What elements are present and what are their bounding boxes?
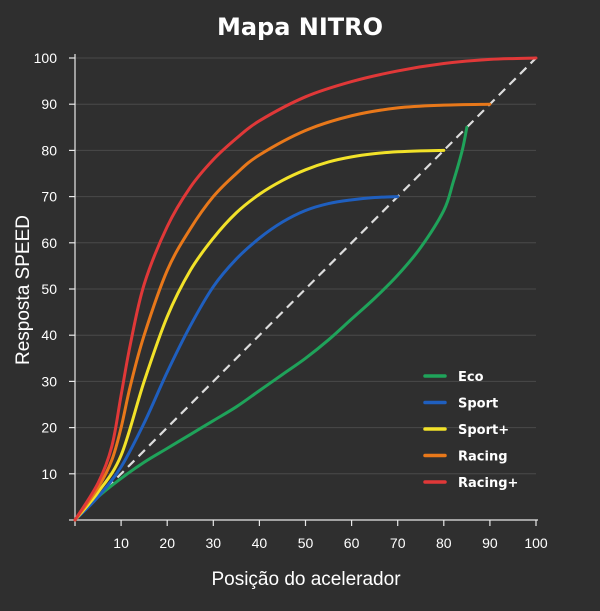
y-tick-label: 70 <box>41 189 57 205</box>
chart-title: Mapa NITRO <box>217 13 383 41</box>
legend-label-sport: Sport <box>458 397 498 412</box>
x-tick-label: 50 <box>298 535 314 551</box>
grid-lines <box>75 57 536 475</box>
series-line-eco <box>73 125 469 522</box>
y-tick-label: 100 <box>34 50 58 66</box>
x-tick-label: 10 <box>113 535 129 551</box>
y-tick-label: 60 <box>41 235 57 251</box>
series-line-sport-plus <box>73 148 446 522</box>
legend-label-sport-plus: Sport+ <box>458 423 509 438</box>
x-tick-label: 100 <box>524 535 548 551</box>
series-line-sport <box>73 195 400 522</box>
y-tick-label: 30 <box>41 373 57 389</box>
y-tick-label: 10 <box>41 466 57 482</box>
y-tick-label: 90 <box>41 96 57 112</box>
x-axis-label: Posição do acelerador <box>211 569 401 590</box>
y-tick-label: 80 <box>41 142 57 158</box>
series-line-racing-plus <box>73 56 538 522</box>
reference-line <box>74 57 537 521</box>
series-line-racing <box>73 102 492 522</box>
reference-diagonal <box>74 57 537 521</box>
tick-labels: 10 20 30 40 50 60 70 80 90 100 10 20 30 40 50 60 70 80 90 1… <box>34 50 548 551</box>
x-tick-label: 20 <box>159 535 175 551</box>
y-tick-label: 50 <box>41 281 57 297</box>
x-tick-label: 70 <box>390 535 406 551</box>
legend-label-racing: Racing <box>458 450 508 465</box>
legend: Eco Sport Sport+ Racing Racing+ <box>423 370 518 491</box>
legend-label-racing-plus: Racing+ <box>458 476 518 491</box>
x-tick-label: 90 <box>482 535 498 551</box>
x-tick-label: 60 <box>344 535 360 551</box>
series-group <box>73 56 538 522</box>
x-tick-label: 30 <box>206 535 222 551</box>
x-tick-label: 80 <box>436 535 452 551</box>
x-tick-label: 40 <box>252 535 268 551</box>
y-axis-label: Resposta SPEED <box>13 215 34 365</box>
y-tick-label: 20 <box>41 420 57 436</box>
legend-label-eco: Eco <box>458 370 484 385</box>
y-tick-label: 40 <box>41 327 57 343</box>
